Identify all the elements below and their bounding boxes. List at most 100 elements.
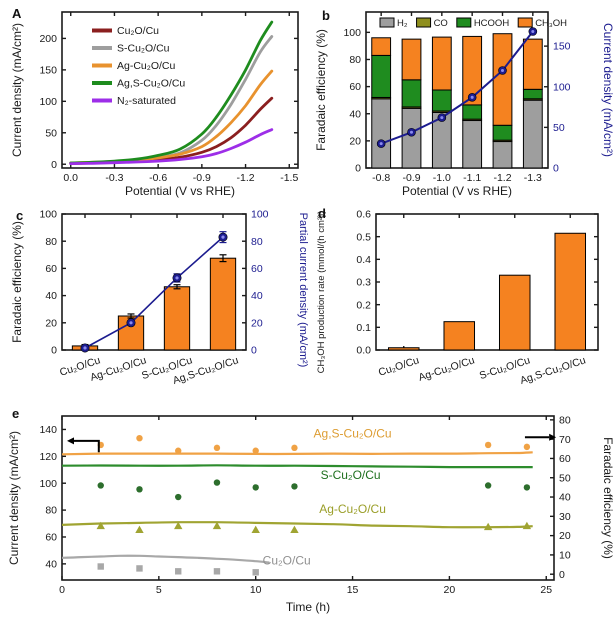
svg-text:-1.3: -1.3 xyxy=(524,172,542,184)
svg-text:100: 100 xyxy=(39,209,57,221)
svg-text:0.0: 0.0 xyxy=(356,345,371,357)
svg-text:140: 140 xyxy=(39,424,57,436)
svg-text:Cu₂O/Cu: Cu₂O/Cu xyxy=(263,554,311,568)
svg-text:20: 20 xyxy=(45,317,57,329)
panel-e-label: e xyxy=(12,406,20,421)
svg-text:40: 40 xyxy=(45,290,57,302)
svg-text:20: 20 xyxy=(559,530,571,542)
svg-text:H₂: H₂ xyxy=(397,18,408,29)
panel-c-label: c xyxy=(16,208,24,223)
svg-text:-0.8: -0.8 xyxy=(372,172,390,184)
svg-text:60: 60 xyxy=(45,532,57,544)
svg-text:0: 0 xyxy=(355,163,361,175)
svg-text:100: 100 xyxy=(39,96,57,108)
svg-text:0: 0 xyxy=(251,345,257,357)
svg-text:CH₃OH production rate (mmol/(h: CH₃OH production rate (mmol/(h cm²)) xyxy=(316,211,327,374)
svg-text:-1.2: -1.2 xyxy=(237,172,255,184)
svg-text:15: 15 xyxy=(347,584,359,596)
svg-text:Current density (mA/cm²): Current density (mA/cm²) xyxy=(10,23,24,157)
svg-text:20: 20 xyxy=(444,584,456,596)
svg-text:Faradaic efficiency (%): Faradaic efficiency (%) xyxy=(10,221,24,343)
svg-text:Current density (mA/cm²): Current density (mA/cm²) xyxy=(7,431,21,565)
svg-text:80: 80 xyxy=(349,54,361,66)
svg-text:Ag,S-Cu₂O/Cu: Ag,S-Cu₂O/Cu xyxy=(117,78,185,90)
svg-text:Time (h): Time (h) xyxy=(286,600,330,614)
svg-text:0.1: 0.1 xyxy=(356,322,371,334)
svg-text:60: 60 xyxy=(349,81,361,93)
svg-text:0: 0 xyxy=(553,163,559,175)
svg-text:80: 80 xyxy=(45,505,57,517)
svg-text:100: 100 xyxy=(39,478,57,490)
panel-c-fe-partial-current-chart: Cu₂O/CuAg-Cu₂O/CuS-Cu₂O/CuAg,S-Cu₂O/Cu02… xyxy=(10,209,308,387)
svg-text:50: 50 xyxy=(553,122,565,134)
svg-text:CH₃OH: CH₃OH xyxy=(535,18,567,29)
panel-d-label: d xyxy=(318,206,326,221)
svg-text:Partial current density (mA/cm: Partial current density (mA/cm²) xyxy=(297,213,308,368)
svg-text:Ag-Cu₂O/Cu: Ag-Cu₂O/Cu xyxy=(417,354,476,383)
svg-text:-1.0: -1.0 xyxy=(433,172,451,184)
svg-text:40: 40 xyxy=(45,558,57,570)
svg-text:0: 0 xyxy=(51,159,57,171)
svg-text:0.4: 0.4 xyxy=(356,254,371,266)
svg-text:0: 0 xyxy=(51,345,57,357)
svg-text:100: 100 xyxy=(343,27,361,39)
svg-text:Potential (V vs RHE): Potential (V vs RHE) xyxy=(402,184,512,198)
svg-text:10: 10 xyxy=(559,550,571,562)
svg-text:40: 40 xyxy=(349,108,361,120)
svg-text:Potential (V vs RHE): Potential (V vs RHE) xyxy=(125,184,235,198)
svg-text:10: 10 xyxy=(250,584,262,596)
svg-text:80: 80 xyxy=(45,236,57,248)
svg-text:25: 25 xyxy=(540,584,552,596)
svg-text:30: 30 xyxy=(559,511,571,523)
svg-text:0.6: 0.6 xyxy=(356,209,371,221)
panel-b-faradaic-efficiency-chart: -0.8 -0.9 -1.0 -1.1 -1.2 -1.3 0 20 40 60 80 100 0 50 1… xyxy=(314,11,615,198)
svg-text:CO: CO xyxy=(434,18,448,29)
svg-text:50: 50 xyxy=(559,472,571,484)
svg-text:60: 60 xyxy=(45,263,57,275)
svg-text:20: 20 xyxy=(251,317,263,329)
panel-b-label: b xyxy=(322,8,330,23)
panel-e-stability-chart: 0 5 10 15 20 25 40 60 80 100 120 140 0 10 20 30 40 50 60 70… xyxy=(7,414,614,614)
svg-text:Faradaic efficiency (%): Faradaic efficiency (%) xyxy=(314,29,328,151)
svg-text:N₂-saturated: N₂-saturated xyxy=(117,95,176,107)
svg-text:-1.2: -1.2 xyxy=(493,172,511,184)
svg-text:80: 80 xyxy=(559,414,571,426)
svg-text:Ag-Cu₂O/Cu: Ag-Cu₂O/Cu xyxy=(319,502,386,516)
svg-text:60: 60 xyxy=(251,263,263,275)
svg-text:Ag-Cu₂O/Cu: Ag-Cu₂O/Cu xyxy=(117,60,176,72)
svg-text:40: 40 xyxy=(251,290,263,302)
svg-text:-0.9: -0.9 xyxy=(193,172,211,184)
svg-text:Faradaic efficiency (%): Faradaic efficiency (%) xyxy=(601,437,614,559)
svg-text:0.0: 0.0 xyxy=(63,172,78,184)
svg-text:-1.1: -1.1 xyxy=(463,172,481,184)
svg-text:100: 100 xyxy=(553,81,571,93)
svg-text:20: 20 xyxy=(349,135,361,147)
svg-text:-1.5: -1.5 xyxy=(280,172,298,184)
svg-text:HCOOH: HCOOH xyxy=(474,18,510,29)
svg-text:Cu₂O/Cu: Cu₂O/Cu xyxy=(377,354,421,378)
svg-text:80: 80 xyxy=(251,236,263,248)
svg-text:S-Cu₂O/Cu: S-Cu₂O/Cu xyxy=(117,43,170,55)
svg-text:0: 0 xyxy=(559,569,565,581)
panel-a-lsv-chart: 0.0 -0.3 -0.6 -0.9 -1.2 -1.5 0 50 100 150 200 Cu₂O/… xyxy=(10,11,299,198)
svg-text:70: 70 xyxy=(559,434,571,446)
svg-text:60: 60 xyxy=(559,453,571,465)
svg-text:0: 0 xyxy=(59,584,65,596)
svg-text:0.3: 0.3 xyxy=(356,277,371,289)
svg-text:100: 100 xyxy=(251,209,269,221)
svg-text:0.2: 0.2 xyxy=(356,299,371,311)
svg-text:0.5: 0.5 xyxy=(356,231,371,243)
svg-text:200: 200 xyxy=(39,33,57,45)
panel-a-label: A xyxy=(12,6,22,21)
svg-text:-0.9: -0.9 xyxy=(402,172,420,184)
svg-text:150: 150 xyxy=(39,64,57,76)
svg-text:40: 40 xyxy=(559,492,571,504)
svg-text:5: 5 xyxy=(156,584,162,596)
svg-text:-0.3: -0.3 xyxy=(105,172,123,184)
svg-text:Ag,S-Cu₂O/Cu: Ag,S-Cu₂O/Cu xyxy=(314,427,392,441)
svg-text:S-Cu₂O/Cu: S-Cu₂O/Cu xyxy=(321,468,381,482)
svg-text:-0.6: -0.6 xyxy=(149,172,167,184)
svg-text:50: 50 xyxy=(45,127,57,139)
